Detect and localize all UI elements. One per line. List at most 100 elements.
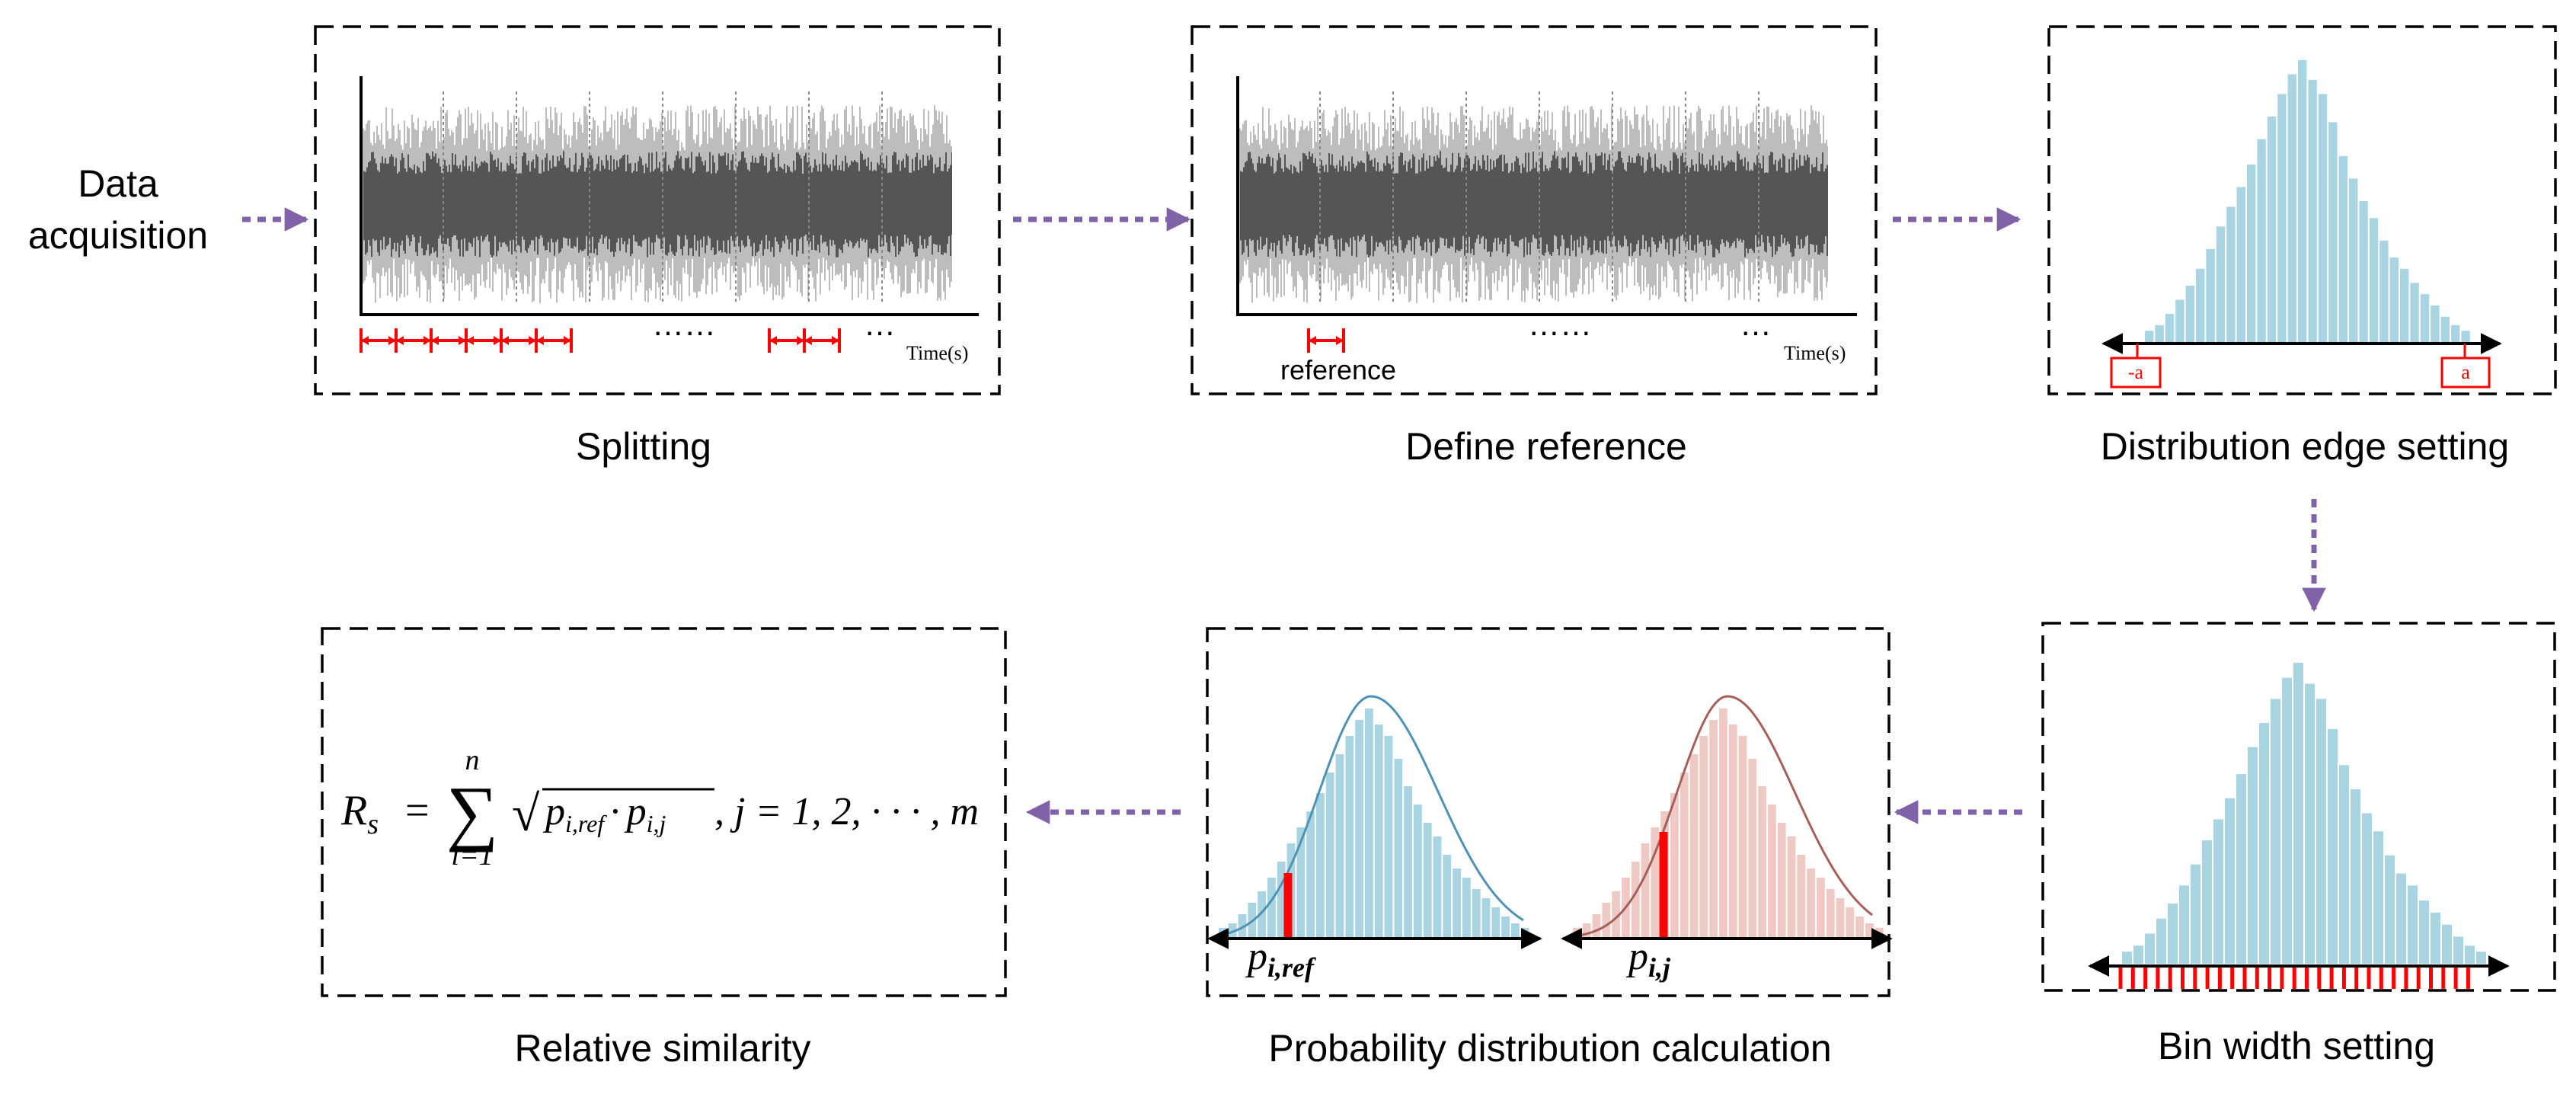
histogram-bar — [1365, 709, 1373, 937]
histogram-bar — [1335, 754, 1344, 937]
histogram-bar — [2431, 305, 2440, 342]
histogram-bar — [2410, 283, 2419, 342]
histogram-bar — [1836, 898, 1845, 937]
histogram-bar — [2316, 699, 2326, 964]
histogram-bar — [2155, 325, 2164, 342]
histogram-bar — [1433, 836, 1442, 937]
histogram-bar — [2277, 94, 2287, 343]
histogram-bar — [2165, 314, 2175, 342]
signal-band — [363, 181, 952, 227]
histogram-bar — [2476, 952, 2486, 964]
segment-arrowheads — [536, 336, 571, 345]
histogram-bar — [2440, 316, 2450, 342]
histogram-bar — [2369, 218, 2379, 342]
histogram-bar — [1865, 923, 1874, 937]
histogram-bar — [2122, 952, 2132, 964]
histogram-bar — [2338, 155, 2347, 342]
reference-time-axis-label: Time(s) — [1784, 342, 1846, 364]
histogram-bar — [2145, 933, 2155, 964]
splitting-caption: Splitting — [576, 425, 711, 468]
probability-caption: Probability distribution calculation — [1268, 1027, 1831, 1070]
histogram-bar — [2202, 840, 2212, 964]
define-reference-box — [1191, 25, 1878, 395]
histogram-bar — [2465, 945, 2475, 964]
histogram-bar — [1404, 786, 1412, 937]
histogram-bar — [2359, 201, 2368, 342]
histogram-bar — [2145, 331, 2154, 342]
segment-arrowheads — [501, 336, 536, 345]
probability-panel: pi,ref pi,j — [1206, 627, 1893, 997]
edge-right-label: a — [2461, 361, 2470, 383]
histogram-bar — [2453, 936, 2463, 964]
bin-width-histogram — [2122, 663, 2486, 964]
histogram-bar — [2442, 924, 2452, 964]
histogram-bar — [1719, 709, 1727, 937]
similarity-formula: Rs = n ∑ i=1 √ pi,ref · pi,j , j = 1, 2, ·… — [340, 744, 979, 872]
splitting-segment-markers — [360, 328, 841, 353]
histogram-bar — [1651, 827, 1660, 937]
histogram-bar — [2213, 819, 2223, 964]
histogram-bar — [1874, 928, 1884, 937]
reference-segment-marker — [1307, 328, 1345, 353]
histogram-bar — [2373, 831, 2383, 964]
formula-sum-upper: n — [465, 744, 480, 776]
histogram-bar — [1680, 773, 1689, 937]
histogram-bar — [2236, 774, 2246, 964]
histogram-bar — [2351, 789, 2360, 964]
histogram-bar — [1267, 878, 1276, 937]
histogram-bar — [2408, 885, 2418, 964]
histogram-bar — [2328, 122, 2338, 342]
histogram-bar — [2271, 699, 2280, 964]
histogram-bar — [1846, 907, 1855, 937]
histogram-bar — [2185, 286, 2194, 342]
formula-sum-lower: i=1 — [451, 840, 493, 872]
histogram-bar — [1602, 903, 1611, 937]
define-reference-panel: reference …… … Time(s) — [1191, 25, 1878, 395]
input-label-line1: Data — [78, 162, 158, 205]
histogram-bar — [2226, 206, 2236, 342]
probability-box — [1206, 627, 1890, 997]
histogram-bar — [1807, 868, 1815, 937]
histogram-bar — [1748, 759, 1757, 937]
histogram-bar — [1787, 836, 1796, 937]
histogram-bar — [2282, 677, 2292, 964]
splitting-dots-long: …… — [652, 306, 716, 342]
histogram-bar — [1481, 898, 1491, 937]
formula-lhs: Rs — [340, 787, 379, 840]
formula-sum-symbol: ∑ — [446, 771, 498, 852]
splitting-dots-short: … — [864, 306, 896, 342]
histogram-bar — [1738, 736, 1747, 937]
edge-left-box — [2110, 357, 2162, 389]
histogram-bar — [1797, 855, 1806, 937]
histogram-bar — [2420, 294, 2430, 342]
bin-width-box — [2041, 622, 2556, 992]
histogram-bar — [2257, 139, 2266, 342]
histogram-bar — [1491, 907, 1501, 937]
reference-distribution-label: pi,ref — [1245, 935, 1316, 983]
histogram-bar — [2396, 873, 2406, 964]
edge-histogram — [2145, 60, 2470, 343]
histogram-bar — [2308, 79, 2317, 343]
histogram-bar — [2267, 117, 2277, 342]
segment-arrowheads — [466, 336, 501, 345]
reference-dots-short: … — [1740, 306, 1772, 342]
histogram-bar — [2461, 331, 2470, 342]
histogram-bar — [1699, 736, 1708, 937]
histogram-bar — [1355, 720, 1363, 937]
histogram-bar — [2293, 663, 2303, 964]
histogram-bar — [1777, 823, 1786, 937]
splitting-signal-plot — [363, 91, 952, 305]
histogram-bar — [2259, 723, 2269, 964]
reference-signal-plot — [1239, 91, 1828, 305]
histogram-bar — [1728, 725, 1737, 937]
bin-width-panel — [2041, 622, 2556, 992]
histogram-bar — [1374, 725, 1383, 937]
histogram-bar — [1520, 928, 1529, 937]
histogram-bar — [2385, 855, 2395, 964]
histogram-bar — [2318, 94, 2328, 343]
histogram-bar — [1414, 805, 1422, 937]
bin-width-ticks — [2118, 966, 2470, 989]
histogram-bar — [2216, 226, 2226, 342]
distribution-edge-panel: -a a — [2047, 25, 2557, 395]
